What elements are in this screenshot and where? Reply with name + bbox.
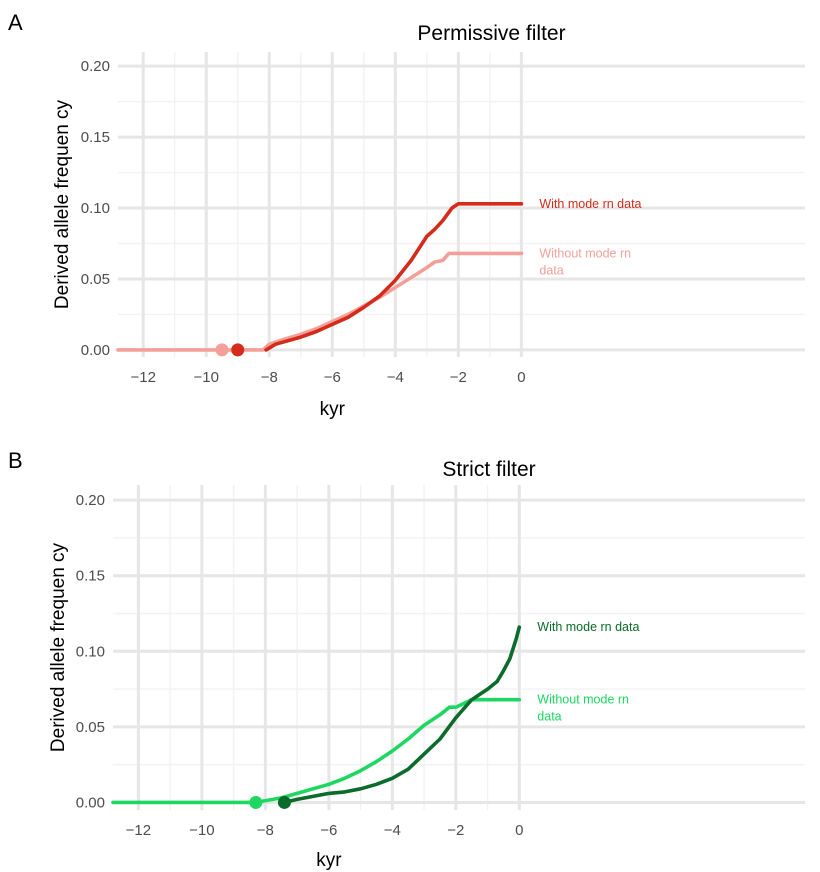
chart-title: Permissive filter xyxy=(417,22,565,45)
panel-label: B xyxy=(8,448,23,473)
panel-label: A xyxy=(8,10,23,35)
series-with-modern: With mode rn data xyxy=(231,197,642,357)
x-tick-label: −10 xyxy=(194,369,219,386)
x-tick-label: −6 xyxy=(324,369,341,386)
y-tick-label: 0.05 xyxy=(76,719,105,736)
origin-point xyxy=(231,343,245,357)
series-end-label: Without mode rn xyxy=(537,693,629,707)
series-line xyxy=(116,251,524,352)
x-tick-label: −8 xyxy=(257,822,274,839)
x-tick-label: −4 xyxy=(387,369,404,386)
x-axis-title: kyr xyxy=(320,399,346,420)
x-tick-label: 0 xyxy=(515,822,523,839)
origin-point xyxy=(277,795,291,809)
y-tick-label: 0.00 xyxy=(76,794,105,811)
x-tick-label: −12 xyxy=(126,822,151,839)
x-tick-label: −12 xyxy=(130,369,155,386)
x-tick-label: −10 xyxy=(189,822,214,839)
x-tick-label: −6 xyxy=(320,822,337,839)
series-end-label: With mode rn data xyxy=(539,197,641,211)
series-with-modern: With mode rn data xyxy=(277,620,639,809)
series-line xyxy=(282,625,522,805)
y-axis-title: Derived allele frequen cy xyxy=(52,99,73,309)
y-tick-label: 0.10 xyxy=(76,643,105,660)
origin-point xyxy=(215,343,229,357)
y-tick-label: 0.20 xyxy=(76,492,105,509)
y-tick-label: 0.20 xyxy=(81,58,110,75)
series-end-label: data xyxy=(539,263,563,277)
y-axis-title: Derived allele frequen cy xyxy=(48,542,69,752)
series-end-label: With mode rn data xyxy=(537,620,639,634)
series-end-label: data xyxy=(537,710,561,724)
y-tick-label: 0.15 xyxy=(76,568,105,585)
grid xyxy=(113,485,805,810)
origin-point xyxy=(249,795,263,809)
chart-title: Strict filter xyxy=(442,458,535,481)
x-tick-label: −8 xyxy=(261,369,278,386)
y-tick-label: 0.00 xyxy=(81,342,110,359)
x-tick-label: 0 xyxy=(517,369,525,386)
series-line xyxy=(111,697,522,805)
y-tick-label: 0.05 xyxy=(81,271,110,288)
x-tick-label: −4 xyxy=(384,822,401,839)
y-tick-label: 0.15 xyxy=(81,129,110,146)
series-end-label: Without mode rn xyxy=(539,246,631,260)
series-without-modern: Without mode rn data xyxy=(111,693,629,809)
y-tick-label: 0.10 xyxy=(81,200,110,217)
x-tick-label: −2 xyxy=(447,822,464,839)
panel-b: −12 −10 −8 −6 −4 −2 0 0.00 0.05 0.10 0.15 0.20 B Stri… xyxy=(8,448,805,871)
panel-a: −12 −10 −8 −6 −4 −2 0 0.00 0.05 0.10 0.15 0.20 A Perm… xyxy=(8,10,805,420)
series-line xyxy=(264,202,524,352)
x-tick-label: −2 xyxy=(450,369,467,386)
grid xyxy=(118,52,805,357)
x-axis-title: kyr xyxy=(316,850,342,871)
